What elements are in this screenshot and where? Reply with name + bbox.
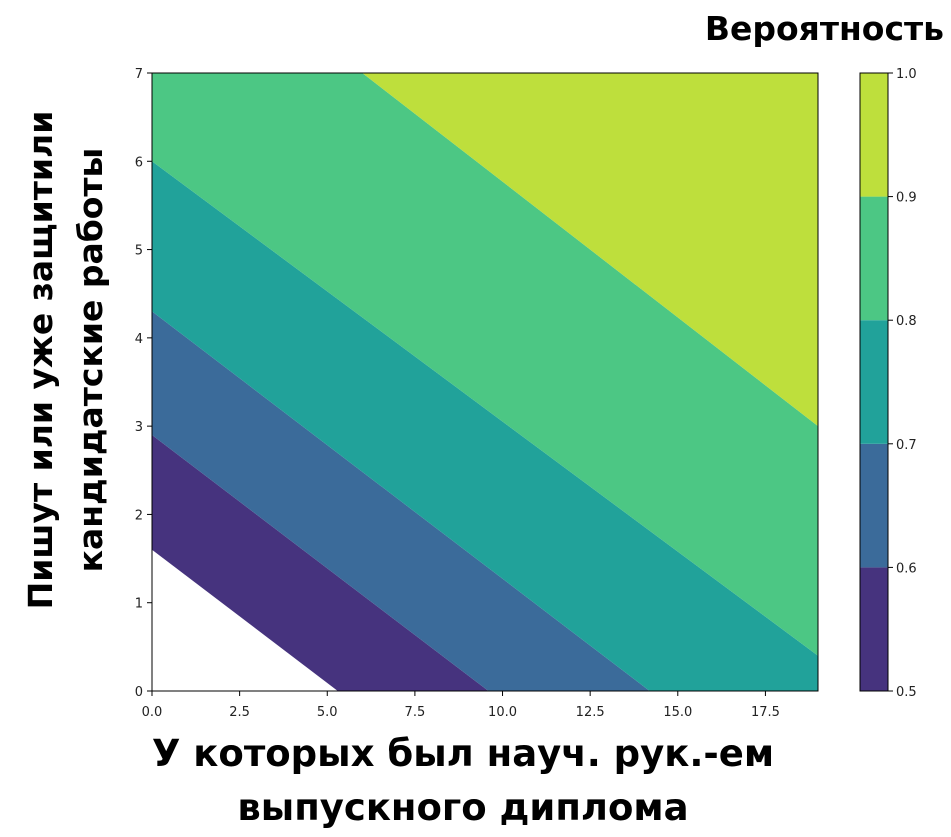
colorbar-tick-label: 0.7 (896, 438, 917, 453)
colorbar-band-0.7-0.8 (860, 320, 888, 444)
x-tick-label: 17.5 (751, 705, 780, 720)
x-axis-ticks: 0.0 2.5 5.0 7.5 10.0 12.5 15.0 17.5 (142, 691, 780, 720)
x-tick-label: 2.5 (229, 705, 250, 720)
y-tick-label: 3 (135, 420, 143, 435)
contour-band-0.7-0.8 (152, 161, 818, 692)
colorbar-border (859, 72, 889, 692)
contour-band-0.8-0.9 (152, 73, 818, 656)
x-tick-label: 10.0 (488, 705, 517, 720)
y-axis-label-line-2: кандидатские работы (71, 148, 110, 573)
y-tick-label: 4 (135, 332, 143, 347)
colorbar-tick-label: 0.5 (896, 685, 917, 700)
contour-band-0.9-1.0 (362, 73, 818, 427)
y-tick-label: 6 (135, 155, 143, 170)
x-axis-label-line-1: У которых был науч. рук.-ем (152, 732, 774, 775)
y-tick-label: 7 (135, 67, 143, 82)
colorbar-band-0.9-1.0 (860, 73, 888, 197)
colorbar-tick-label: 0.9 (896, 191, 917, 206)
y-tick-label: 1 (135, 597, 143, 612)
y-tick-label: 2 (135, 508, 143, 523)
plot-frame (151, 72, 819, 692)
colorbar-band-0.6-0.7 (860, 443, 888, 568)
y-axis-label-line-1: Пишут или уже защитили (21, 111, 60, 610)
x-tick-label: 7.5 (405, 705, 426, 720)
plot-border (151, 72, 819, 692)
x-tick-label: 5.0 (317, 705, 338, 720)
colorbar-tick-label: 0.6 (896, 561, 917, 576)
x-axis-label-line-2: выпускного диплома (237, 786, 688, 829)
colorbar-ticks: 0.5 0.6 0.7 0.8 0.9 1.0 (888, 67, 917, 700)
y-tick-label: 0 (135, 685, 143, 700)
y-axis-ticks: 0 1 2 3 4 5 6 7 (135, 67, 152, 700)
x-tick-label: 12.5 (576, 705, 605, 720)
y-tick-label: 5 (135, 244, 143, 259)
colorbar-tick-label: 0.8 (896, 314, 917, 329)
colorbar-title: Вероятность (705, 9, 944, 48)
colorbar (859, 72, 889, 692)
x-tick-label: 0.0 (142, 705, 163, 720)
x-tick-label: 15.0 (663, 705, 692, 720)
plot-area (152, 73, 818, 692)
colorbar-tick-label: 1.0 (896, 67, 917, 82)
colorbar-band-0.5-0.6 (860, 567, 888, 691)
colorbar-band-0.8-0.9 (860, 196, 888, 321)
